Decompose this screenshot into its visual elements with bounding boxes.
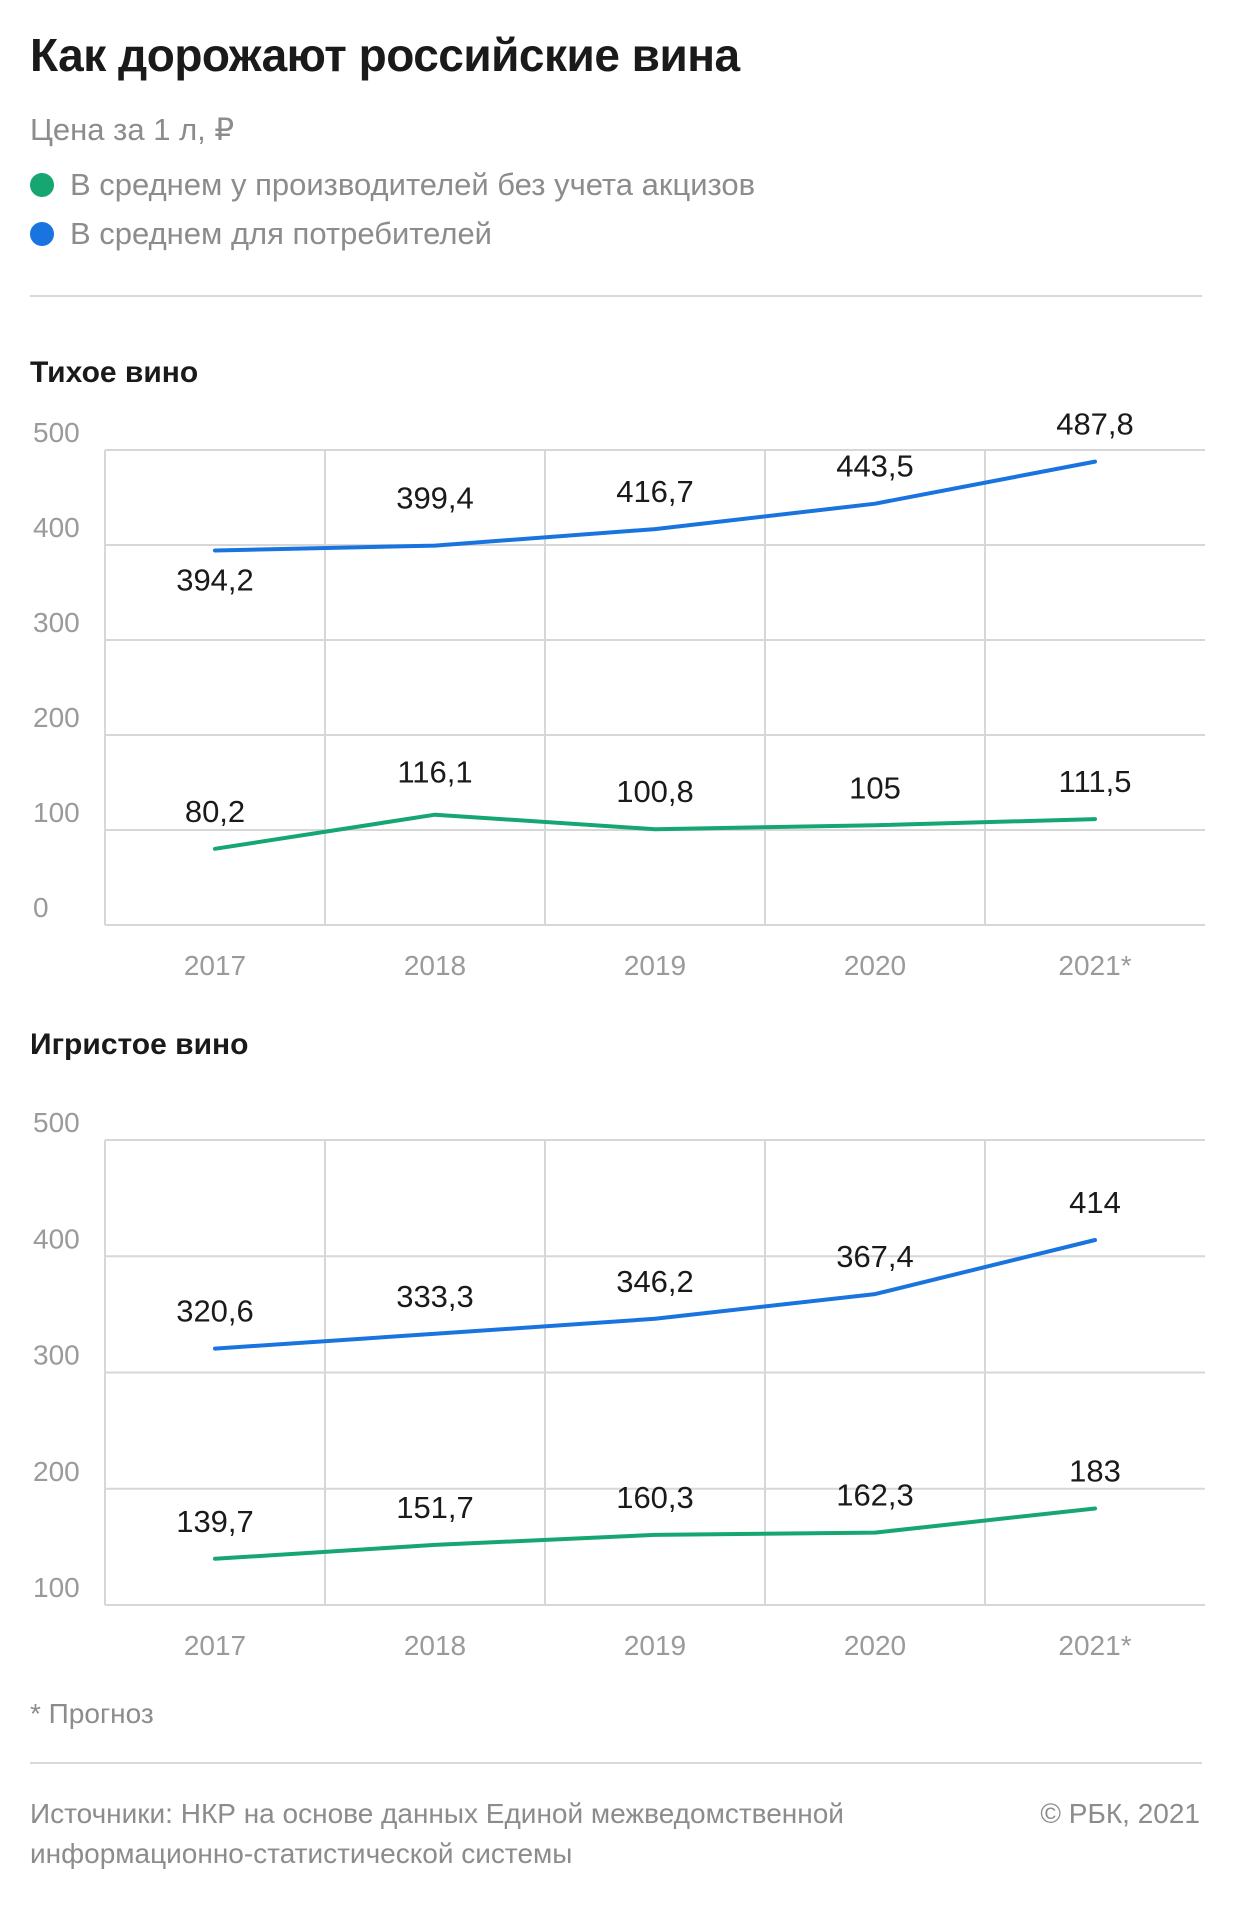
panel-title-still-wine: Тихое вино [30,356,199,389]
x-tick-label: 2018 [404,950,466,981]
chart-still-wine: 0 100 200 300 400 500 2017 2018 2019 2020 2021* 394… [33,407,1205,981]
legend-item-producers: В среднем у производителей без учета акц… [30,160,755,209]
x-tick-label: 2017 [184,1630,246,1661]
y-tick-label: 300 [33,1340,80,1371]
x-tick-label: 2021* [1058,1630,1131,1661]
header-divider [30,295,1202,297]
data-label: 394,2 [176,563,254,598]
legend-item-consumers: В среднем для потребителей [30,209,755,258]
data-label: 399,4 [396,481,474,516]
footer-divider [30,1762,1202,1764]
data-label: 346,2 [616,1264,694,1299]
y-tick-label: 400 [33,1223,80,1254]
y-tick-label: 300 [33,607,80,638]
chart-subtitle: Цена за 1 л, ₽ [30,112,235,147]
legend-label-consumers: В среднем для потребителей [70,215,492,251]
footnote: * Прогноз [30,1698,154,1729]
legend-dot-consumers [30,221,54,246]
source-note: Источники: НКР на основе данных Единой м… [30,1798,844,1869]
y-tick-label: 400 [33,512,80,543]
legend: В среднем у производителей без учета акц… [30,160,755,258]
series-line [213,812,1097,851]
legend-dot-producers [30,172,54,197]
data-label: 151,7 [396,1490,474,1525]
y-tick-label: 500 [33,417,80,448]
y-tick-label: 500 [33,1107,80,1138]
data-label: 414 [1069,1185,1121,1220]
y-tick-label: 100 [33,797,80,828]
y-tick-label: 100 [33,1572,80,1603]
chart-title: Как дорожают российские вина [30,29,740,81]
x-tick-label: 2019 [624,1630,686,1661]
panel-title-sparkling-wine: Игристое вино [30,1028,249,1061]
data-label: 116,1 [397,755,472,790]
data-label: 367,4 [836,1239,914,1274]
data-label: 80,2 [185,794,245,829]
legend-label-producers: В среднем у производителей без учета акц… [70,166,756,202]
data-label: 162,3 [836,1478,914,1513]
y-tick-label: 200 [33,1456,80,1487]
x-tick-label: 2017 [184,950,246,981]
data-label: 487,8 [1056,407,1134,442]
series-line [213,1506,1097,1561]
x-tick-label: 2021* [1058,950,1131,981]
data-label: 105 [849,770,901,805]
data-label: 160,3 [616,1480,694,1515]
data-label: 333,3 [396,1279,474,1314]
data-label: 320,6 [176,1294,254,1329]
data-label: 183 [1069,1454,1121,1489]
x-tick-label: 2020 [844,950,906,981]
data-label: 139,7 [176,1504,254,1539]
y-tick-label: 0 [33,892,49,923]
copyright: © РБК, 2021 [1040,1798,1200,1829]
data-label: 111,5 [1059,764,1132,799]
data-label: 416,7 [616,474,694,509]
x-tick-label: 2019 [624,950,686,981]
chart-sparkling-wine: 100 200 300 400 500 2017 2018 2019 2020 2021* 320,… [33,1107,1205,1661]
data-label: 100,8 [616,774,694,809]
x-tick-label: 2018 [404,1630,466,1661]
data-label: 443,5 [836,449,914,484]
x-tick-label: 2020 [844,1630,906,1661]
y-tick-label: 200 [33,702,80,733]
